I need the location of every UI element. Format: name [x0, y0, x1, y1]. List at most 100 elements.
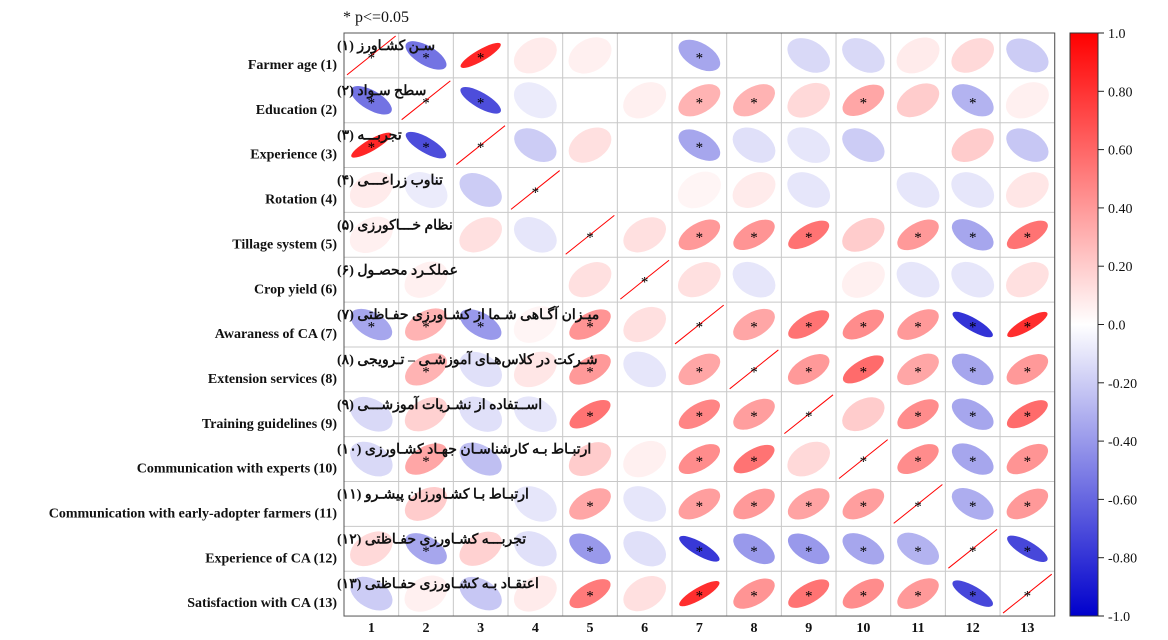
correlation-ellipse — [897, 532, 939, 565]
correlation-ellipse — [787, 354, 830, 385]
row-label-fa: ارتبـاط بـا کشـاورزان پیشـرو (۱۱) — [337, 487, 529, 503]
significance-star: * — [1024, 589, 1032, 605]
correlation-ellipse — [1007, 311, 1048, 338]
colorbar-tick-label: 0.20 — [1108, 260, 1133, 275]
row-label-en: Extension services (8) — [208, 372, 337, 387]
significance-star: * — [1024, 454, 1032, 470]
significance-star: * — [586, 589, 594, 605]
correlation-ellipse — [1006, 443, 1049, 475]
correlation-ellipse — [951, 38, 994, 73]
diagonal-line — [565, 215, 615, 255]
correlation-ellipse — [841, 261, 885, 298]
x-tick-label: 3 — [477, 621, 484, 636]
correlation-ellipse — [1006, 38, 1049, 73]
heatmap-cells: * * * * * * * * * * * * * * * * * * * * * * * * * * * * * * * * * * * * * * * *… — [346, 35, 1053, 614]
significance-star: * — [860, 320, 868, 336]
correlation-ellipse — [1006, 128, 1049, 162]
correlation-ellipse — [733, 219, 775, 250]
correlation-ellipse — [787, 533, 830, 565]
correlation-ellipse — [404, 261, 448, 298]
correlation-ellipse — [733, 488, 775, 520]
correlation-ellipse — [951, 84, 994, 117]
correlation-ellipse — [459, 309, 502, 340]
significance-star: * — [750, 230, 758, 246]
significance-star: * — [969, 454, 977, 470]
x-tick-label: 10 — [856, 621, 870, 636]
correlation-ellipse — [897, 353, 939, 386]
correlation-ellipse — [568, 37, 612, 74]
significance-star: * — [860, 544, 868, 560]
correlation-ellipse — [623, 486, 667, 522]
significance-star: * — [914, 544, 922, 560]
significance-note: * p<=0.05 — [343, 9, 409, 26]
correlation-ellipse — [678, 488, 721, 520]
correlation-ellipse — [350, 308, 393, 341]
correlation-ellipse — [677, 262, 721, 298]
correlation-ellipse — [569, 533, 611, 565]
correlation-ellipse — [678, 219, 721, 251]
significance-star: * — [805, 589, 813, 605]
correlation-ellipse — [896, 37, 940, 74]
significance-star: * — [422, 50, 430, 66]
row-label-fa: سـن کشـاورز (۱) — [337, 38, 435, 54]
correlation-ellipse — [733, 533, 775, 565]
significance-star: * — [696, 454, 704, 470]
correlation-ellipse — [349, 216, 393, 253]
correlation-ellipse — [513, 351, 557, 388]
correlation-ellipse — [1006, 220, 1048, 250]
row-label-en: Experience of CA (12) — [205, 551, 337, 566]
significance-star: * — [969, 320, 977, 336]
correlation-ellipse — [623, 306, 667, 343]
correlation-ellipse — [513, 306, 557, 343]
diagonal-line — [620, 259, 670, 300]
significance-star: * — [805, 544, 813, 560]
correlation-ellipse — [952, 580, 993, 607]
correlation-ellipse — [513, 82, 557, 119]
x-tick-label: 4 — [532, 621, 539, 636]
significance-star: * — [914, 499, 922, 515]
significance-star: * — [696, 589, 704, 605]
significance-star: * — [750, 409, 758, 425]
significance-star: * — [641, 275, 649, 291]
correlation-ellipse — [405, 308, 447, 341]
correlation-ellipse — [623, 82, 667, 119]
significance-star: * — [696, 95, 704, 111]
correlation-ellipse — [678, 39, 721, 72]
correlation-ellipse — [678, 129, 721, 161]
significance-star: * — [586, 230, 594, 246]
correlation-ellipse — [897, 444, 939, 475]
correlation-ellipse — [679, 580, 720, 607]
correlation-ellipse — [350, 396, 393, 432]
correlation-ellipse — [788, 579, 830, 608]
significance-star: * — [914, 454, 922, 470]
colorbar-tick-label: -0.20 — [1108, 377, 1137, 392]
row-label-fa: عملکـرد محصـول (۶) — [337, 262, 458, 278]
significance-star: * — [969, 499, 977, 515]
significance-star: * — [750, 320, 758, 336]
significance-star: * — [422, 320, 430, 336]
correlation-ellipse — [951, 398, 994, 430]
correlation-ellipse — [513, 575, 557, 612]
colorbar-gradient — [1069, 32, 1099, 617]
correlation-ellipse — [405, 131, 447, 159]
correlation-ellipse — [951, 172, 995, 208]
correlation-ellipse — [951, 219, 994, 251]
significance-star: * — [805, 499, 813, 515]
correlation-ellipse — [459, 576, 502, 611]
correlation-ellipse — [459, 531, 502, 566]
correlation-ellipse — [623, 351, 667, 388]
significance-star: * — [805, 230, 813, 246]
diagonal-line — [1002, 573, 1053, 614]
correlation-ellipse — [350, 441, 393, 477]
correlation-ellipse — [787, 127, 831, 163]
colorbar-tick-label: -0.60 — [1108, 493, 1137, 508]
significance-star: * — [860, 454, 868, 470]
significance-star: * — [368, 140, 376, 156]
x-axis-ticks: 1 2 3 4 5 6 7 8 9 10 11 12 13 — [368, 621, 1035, 636]
significance-star: * — [969, 230, 977, 246]
significance-star: * — [914, 409, 922, 425]
plot-frame — [343, 32, 1056, 617]
correlation-ellipse — [1006, 400, 1048, 429]
diagonal-line — [510, 170, 560, 210]
heatmap-grid — [343, 32, 1056, 617]
